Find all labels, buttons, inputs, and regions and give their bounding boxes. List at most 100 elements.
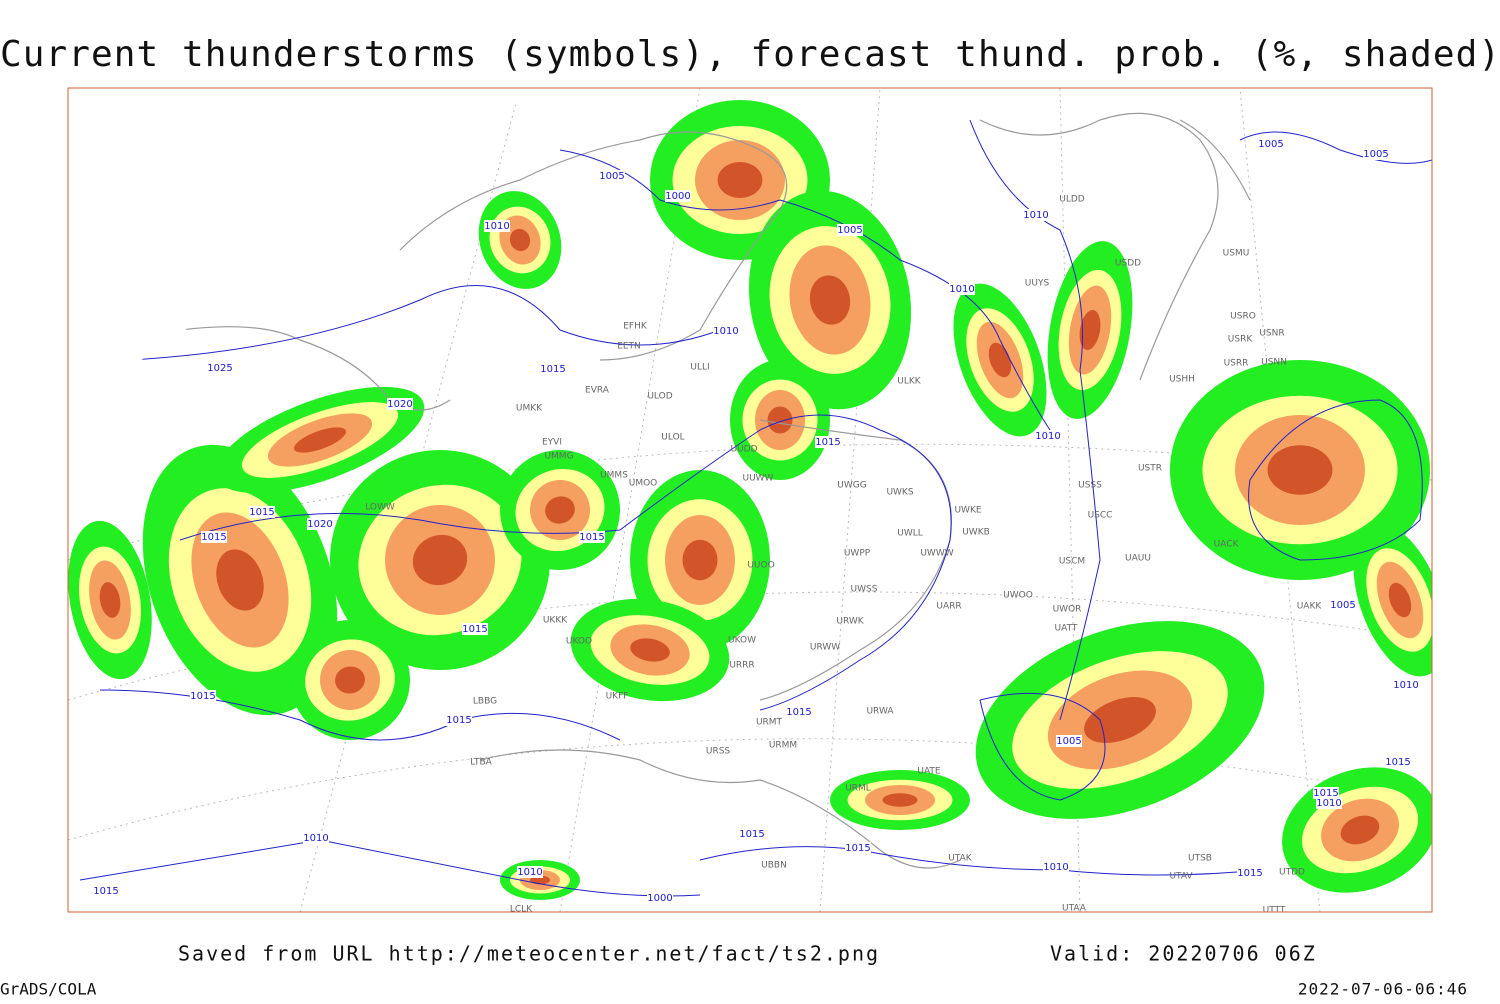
station-label: ULLI: [690, 363, 709, 373]
station-label: UUWW: [743, 474, 774, 484]
isobar-label-bg: [1393, 679, 1419, 691]
station-label: USCC: [1088, 511, 1113, 521]
isobar-label-bg: [249, 506, 275, 518]
isobar-label-bg: [1363, 148, 1389, 160]
probability-shade: [767, 406, 793, 434]
station-label: UTTT: [1263, 906, 1286, 916]
isobar-label: 1015: [815, 437, 840, 448]
station-label: UAUU: [1125, 554, 1151, 564]
station-label: UKKK: [543, 616, 568, 626]
isobar-label: 1015: [786, 707, 811, 718]
isobar-label: 1010: [517, 867, 542, 878]
isobar-label-bg: [949, 283, 975, 295]
station-label: UWKS: [886, 488, 913, 498]
isobar-label-bg: [837, 224, 863, 236]
isobar-label-bg: [1313, 787, 1339, 799]
station-label: LBBG: [473, 697, 497, 707]
probability-shade: [809, 275, 851, 325]
probability-shade: [293, 427, 347, 453]
station-label: USNR: [1259, 329, 1284, 339]
station-label: UWWW: [920, 549, 953, 559]
station-label: UMKK: [516, 404, 543, 414]
isobar-label-bg: [303, 832, 329, 844]
station-label: USTR: [1138, 464, 1162, 474]
isobar-label: 1005: [1363, 149, 1388, 160]
station-label: URSS: [706, 747, 731, 757]
isobar-label: 1010: [1393, 680, 1418, 691]
isobar-label: 1010: [1316, 798, 1341, 809]
probability-shade: [1340, 815, 1380, 845]
station-label: UMOO: [629, 479, 658, 489]
isobar-label-bg: [446, 714, 472, 726]
station-label: UWKB: [962, 528, 990, 538]
station-label: UBBN: [761, 861, 787, 871]
isobar-label: 1005: [1330, 600, 1355, 611]
probability-shade: [630, 638, 670, 662]
station-label: ULOL: [661, 433, 684, 443]
station-label: URWK: [836, 617, 864, 627]
isobar-label: 1015: [845, 843, 870, 854]
station-label: UWSS: [851, 585, 878, 595]
isobar-label: 1005: [837, 225, 862, 236]
probability-shade: [882, 793, 918, 807]
station-label: UUYS: [1025, 279, 1050, 289]
station-label: UWOO: [1003, 591, 1033, 601]
footer-source: Saved from URL http://meteocenter.net/fa…: [178, 942, 880, 966]
isobar-label: 1015: [1385, 757, 1410, 768]
isobar-label: 1015: [1313, 788, 1338, 799]
station-label: UMMG: [544, 452, 573, 462]
isobar-label: 1020: [307, 519, 332, 530]
isobar-label: 1000: [647, 893, 672, 904]
isobar-label-bg: [786, 706, 812, 718]
isobar-label: 1015: [249, 507, 274, 518]
probability-shade: [545, 496, 575, 524]
isobar-label: 1015: [579, 532, 604, 543]
station-label: UUOO: [747, 561, 774, 571]
isobar-label-bg: [1023, 209, 1049, 221]
probability-shade: [412, 534, 468, 586]
isobar-label-bg: [207, 362, 233, 374]
station-label: LOWW: [365, 503, 395, 513]
station-label: USHH: [1169, 375, 1195, 385]
station-label: UKOO: [566, 637, 592, 647]
isobar-label-bg: [517, 866, 543, 878]
station-label: URWA: [866, 707, 894, 717]
station-label: EETN: [617, 342, 641, 352]
isobar-label: 1005: [599, 171, 624, 182]
probability-shade: [1267, 445, 1333, 495]
station-label: UTAA: [1062, 904, 1087, 914]
probability-shade: [509, 228, 531, 252]
isobar-label: 1010: [1035, 431, 1060, 442]
station-label: UATT: [1055, 624, 1078, 634]
probability-shade: [1084, 697, 1156, 743]
station-label: UATE: [917, 767, 941, 777]
isobar-label: 1010: [1043, 862, 1068, 873]
isobar-label-bg: [1237, 867, 1263, 879]
isobar-label: 1015: [190, 691, 215, 702]
station-label: URRR: [729, 661, 754, 671]
station-label: UACK: [1214, 540, 1240, 550]
isobar-label-bg: [815, 436, 841, 448]
isobar-label-bg: [201, 531, 227, 543]
probability-shade: [1388, 582, 1412, 618]
probability-shade: [216, 549, 264, 611]
isobar-label: 1015: [1237, 868, 1262, 879]
isobar-label-bg: [540, 363, 566, 375]
isobar-label-bg: [739, 828, 765, 840]
isobar-label-bg: [462, 623, 488, 635]
station-label: URML: [845, 784, 871, 794]
station-label: USRO: [1230, 312, 1256, 322]
isobar-label-bg: [1043, 861, 1069, 873]
station-label: URWW: [810, 643, 840, 653]
station-label: ULDD: [1059, 195, 1085, 205]
station-label: USRK: [1228, 335, 1254, 345]
station-label: UKFF: [606, 692, 629, 702]
probability-shade: [682, 539, 718, 581]
station-label: USRR: [1224, 359, 1249, 369]
isobar-label: 1010: [303, 833, 328, 844]
isobar-label: 1015: [739, 829, 764, 840]
station-label: ULOD: [647, 392, 672, 402]
isobar-label-bg: [713, 325, 739, 337]
footer-valid: Valid: 20220706 06Z: [1050, 942, 1317, 966]
probability-shade: [335, 666, 365, 694]
